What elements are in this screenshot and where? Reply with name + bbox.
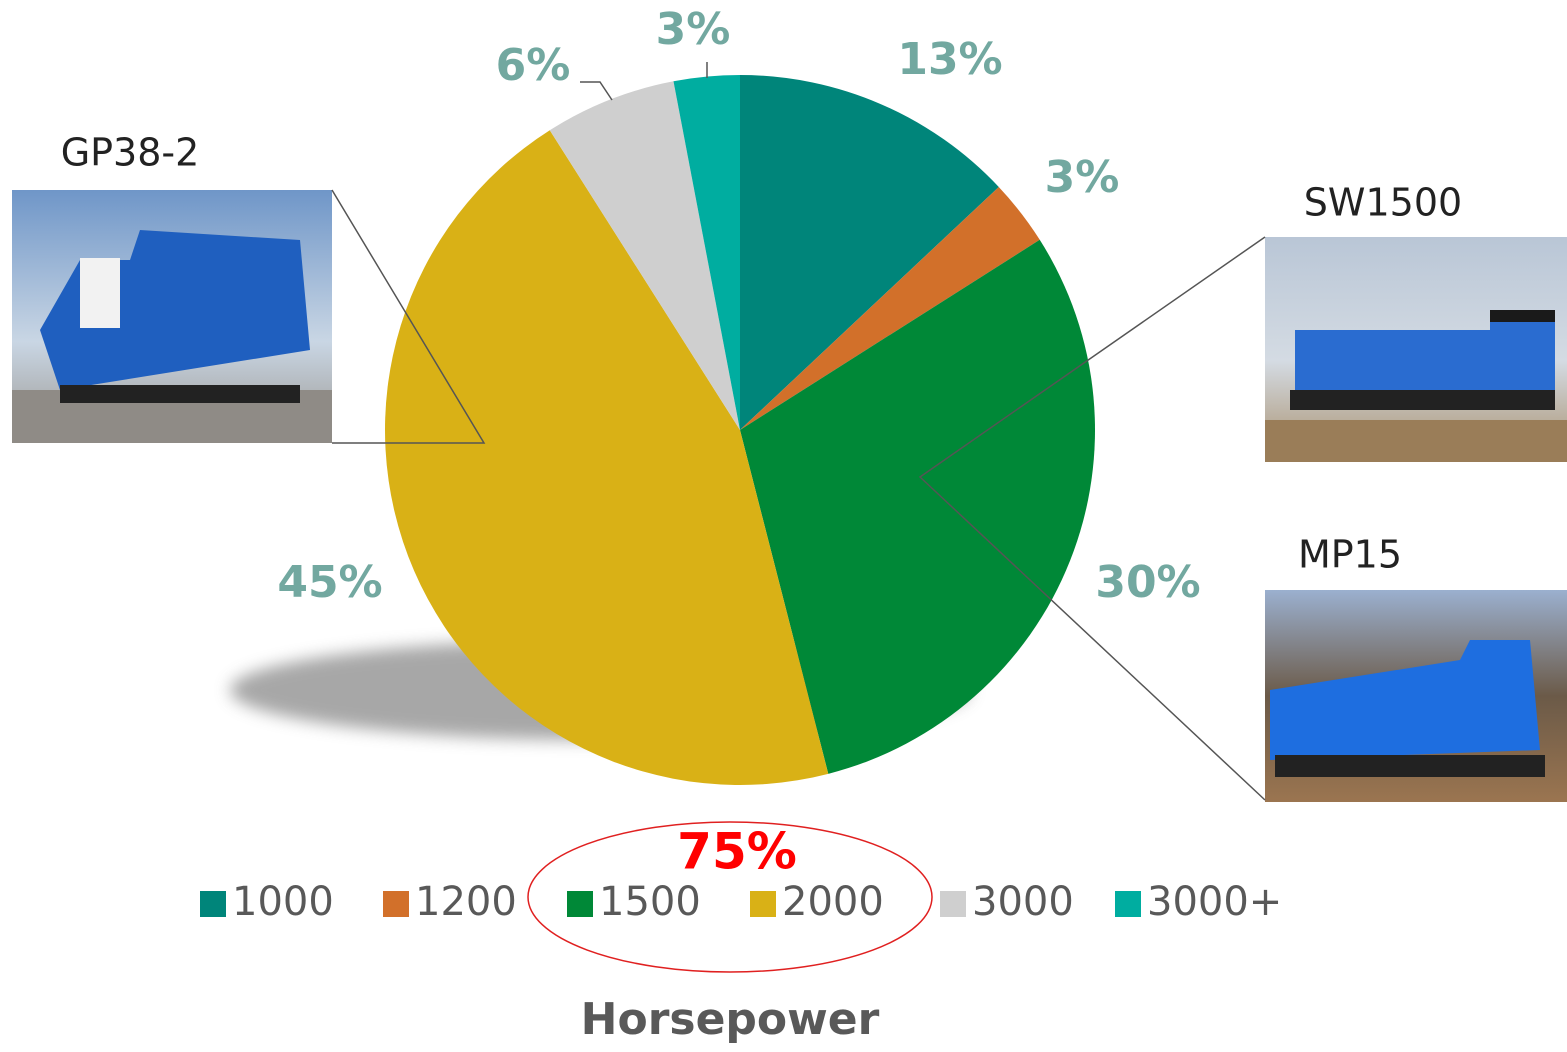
photo-gp38 [12, 190, 332, 443]
data-label: 13% [897, 34, 1002, 85]
data-label: 45% [277, 557, 382, 608]
data-label: 6% [496, 40, 571, 91]
data-label: 3% [1045, 152, 1120, 203]
legend-swatch [750, 891, 776, 917]
legend-swatch [383, 891, 409, 917]
data-label: 3% [656, 4, 731, 55]
chart-title: Horsepower [581, 994, 880, 1045]
data-label: 30% [1095, 557, 1200, 608]
annotation: 75% [677, 823, 797, 881]
legend-swatch [200, 891, 226, 917]
legend-label: 2000 [782, 879, 884, 925]
legend-swatch [567, 891, 593, 917]
photo-label: SW1500 [1304, 181, 1462, 225]
legend: 1000 1200 1500 2000 3000 3000+ [200, 879, 1282, 925]
legend-label: 1500 [599, 879, 701, 925]
legend-label: 1000 [232, 879, 334, 925]
legend-swatch [940, 891, 966, 917]
photo-sw1500 [1265, 237, 1567, 462]
legend-label: 1200 [415, 879, 517, 925]
legend-label: 3000 [972, 879, 1074, 925]
photo-label: GP38-2 [61, 131, 200, 175]
page: GP38-2 SW1500 MP15 75% Horsepower 1000 12… [0, 0, 1567, 1048]
legend-label: 3000+ [1147, 879, 1282, 925]
legend-swatch [1115, 891, 1141, 917]
chart: GP38-2 SW1500 MP15 75% Horsepower 1000 12… [0, 0, 1567, 1048]
photo-mp15 [1265, 590, 1567, 802]
photo-label: MP15 [1298, 533, 1402, 577]
